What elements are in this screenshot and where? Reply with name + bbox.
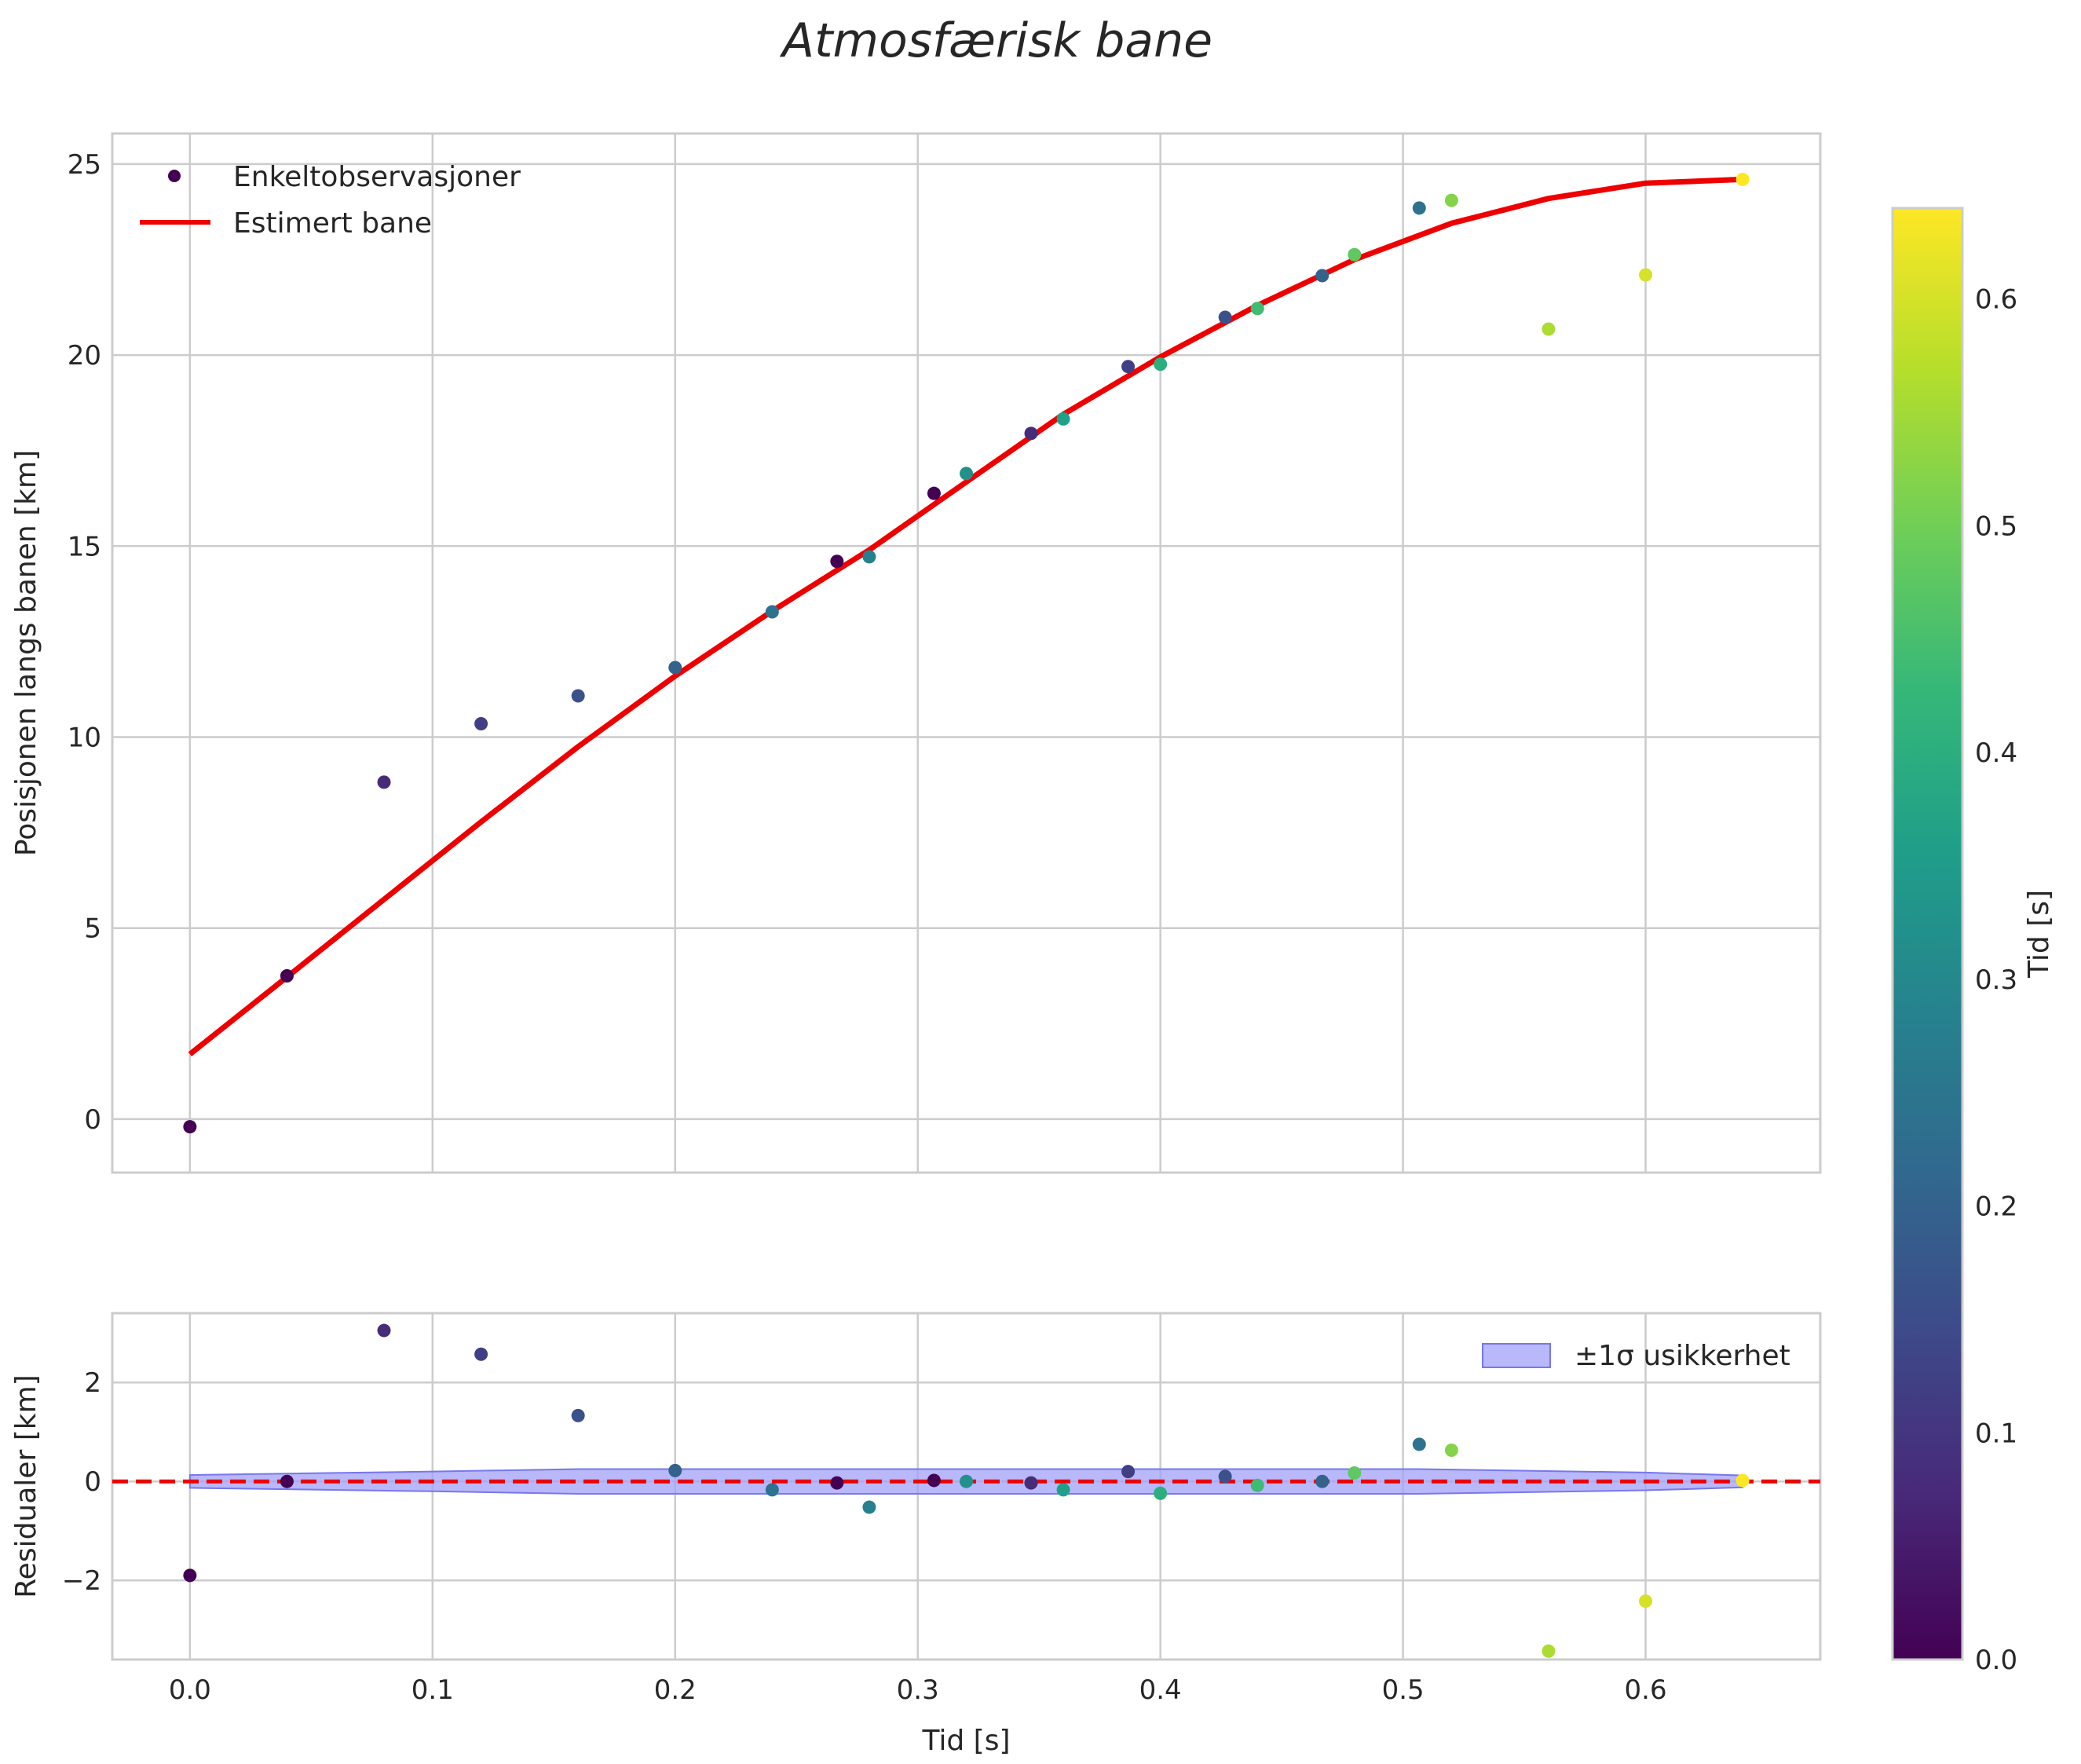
observation-point	[1444, 193, 1458, 207]
x-tick-label: 0.1	[411, 1674, 454, 1706]
residual-point	[668, 1463, 682, 1477]
residual-point	[1315, 1474, 1329, 1488]
observation-point	[1735, 172, 1750, 186]
colorbar-bar	[1891, 207, 1964, 1661]
colorbar-label: Tid [s]	[2023, 890, 2055, 979]
observation-point	[1056, 412, 1070, 426]
colorbar-tick-label: 0.1	[1975, 1418, 2017, 1449]
residual-point	[1542, 1644, 1556, 1658]
colorbar-tick-label: 0.0	[1975, 1645, 2017, 1676]
observation-point	[1218, 310, 1232, 324]
residual-point	[927, 1473, 941, 1488]
observation-point	[862, 550, 876, 564]
bottom-residuals	[183, 1323, 1750, 1658]
x-tick-label: 0.6	[1625, 1674, 1667, 1706]
top-ytick-label: 10	[68, 723, 101, 754]
chart-title: Atmosfærisk bane	[779, 13, 1212, 68]
top-panel: 0 5 10 15 20 25 Posisjonen langs banen [km] E…	[10, 132, 1822, 1174]
residual-point	[1639, 1594, 1653, 1608]
observation-point	[1412, 201, 1426, 215]
x-tick-label: 0.5	[1382, 1674, 1425, 1706]
top-ytick-label: 15	[68, 531, 101, 562]
bottom-ytick-label: 0	[84, 1466, 101, 1498]
colorbar-tick-label: 0.3	[1975, 964, 2017, 996]
top-ytick-label: 5	[84, 913, 101, 945]
residual-point	[1250, 1478, 1264, 1492]
bottom-y-axis-label: Residualer [km]	[10, 1374, 42, 1597]
bottom-x-ticks: 0.0 0.1 0.2 0.3 0.4 0.5 0.6	[169, 1674, 1667, 1706]
top-legend: Enkeltobservasjoner Estimert bane	[140, 161, 521, 240]
residual-point	[1412, 1437, 1426, 1451]
residual-point	[765, 1483, 779, 1497]
residual-point	[830, 1476, 844, 1490]
residual-point	[1024, 1476, 1038, 1490]
observation-point	[1250, 302, 1264, 316]
colorbar-ticks: 0.0 0.1 0.2 0.3 0.4 0.5 0.6	[1975, 284, 2017, 1677]
x-tick-label: 0.3	[897, 1674, 939, 1706]
legend-label-fit: Estimert bane	[233, 207, 432, 240]
residual-point	[1218, 1469, 1232, 1484]
residual-point	[474, 1347, 488, 1361]
x-tick-label: 0.0	[169, 1674, 211, 1706]
x-axis-label: Tid [s]	[921, 1725, 1010, 1757]
legend-patch-sigma	[1482, 1343, 1551, 1368]
residual-point	[183, 1568, 197, 1583]
observation-point	[668, 661, 682, 675]
legend-marker-observations	[168, 170, 181, 182]
residual-point	[1444, 1444, 1458, 1458]
legend-label-sigma: ±1σ usikkerhet	[1574, 1340, 1790, 1372]
residual-point	[1121, 1465, 1136, 1479]
observation-point	[571, 689, 585, 703]
residual-point	[1056, 1483, 1070, 1497]
residual-point	[960, 1474, 973, 1488]
top-ytick-label: 20	[68, 340, 101, 371]
observation-point	[1024, 426, 1038, 441]
observation-point	[1315, 269, 1329, 283]
residual-point	[1735, 1473, 1750, 1488]
x-tick-label: 0.2	[654, 1674, 697, 1706]
bottom-y-ticks: −2 0 2	[62, 1367, 101, 1597]
top-ytick-label: 25	[68, 149, 101, 181]
bottom-ytick-label: −2	[62, 1565, 101, 1597]
observation-point	[927, 486, 941, 500]
observation-point	[830, 554, 844, 569]
x-tick-label: 0.4	[1139, 1674, 1182, 1706]
top-y-ticks: 0 5 10 15 20 25	[68, 149, 101, 1136]
observation-point	[183, 1120, 197, 1134]
top-y-axis-label: Posisjonen langs banen [km]	[10, 450, 42, 856]
observation-point	[1639, 268, 1653, 282]
top-panel-frame	[111, 132, 1822, 1174]
observation-point	[377, 775, 391, 789]
bottom-panel: −2 0 2 0.0 0.1 0.2 0.3 0.4 0.5 0.6 Residualer [k…	[10, 1312, 1822, 1757]
colorbar-tick-label: 0.6	[1975, 284, 2017, 316]
residual-point	[1348, 1466, 1362, 1480]
observation-point	[1348, 247, 1362, 262]
residual-point	[862, 1500, 876, 1514]
top-observations	[183, 172, 1750, 1134]
bottom-ytick-label: 2	[84, 1367, 101, 1399]
top-ytick-label: 0	[84, 1104, 101, 1136]
observation-point	[765, 605, 779, 619]
observation-point	[474, 716, 488, 730]
residual-point	[571, 1408, 585, 1422]
colorbar: 0.0 0.1 0.2 0.3 0.4 0.5 0.6 Tid [s]	[1891, 207, 2055, 1677]
residual-point	[377, 1323, 391, 1338]
observation-point	[960, 467, 973, 481]
observation-point	[280, 969, 294, 983]
legend-label-observations: Enkeltobservasjoner	[233, 161, 521, 193]
observation-point	[1121, 360, 1136, 374]
observation-point	[1542, 322, 1556, 336]
colorbar-tick-label: 0.5	[1975, 511, 2017, 542]
residual-point	[1154, 1486, 1168, 1500]
top-grid	[112, 134, 1820, 1173]
fit-line	[188, 176, 1743, 1056]
bottom-legend: ±1σ usikkerhet	[1482, 1340, 1790, 1372]
colorbar-tick-label: 0.4	[1975, 737, 2017, 769]
observation-point	[1154, 357, 1168, 371]
colorbar-tick-label: 0.2	[1975, 1191, 2017, 1223]
bottom-panel-frame	[111, 1312, 1822, 1661]
residual-point	[280, 1474, 294, 1488]
